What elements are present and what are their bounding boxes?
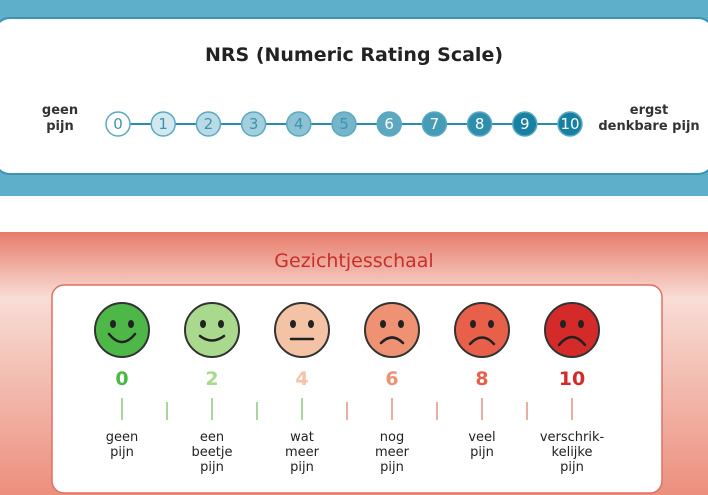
face	[454, 302, 510, 358]
nrs-number: 0	[113, 115, 123, 133]
nrs-number: 9	[520, 115, 530, 133]
face-label: beetje	[191, 445, 233, 460]
face-label: kelijke	[551, 445, 593, 460]
mouth	[468, 336, 496, 346]
eye	[470, 320, 476, 328]
nrs-circle	[105, 111, 131, 137]
face-label: pijn	[200, 460, 224, 475]
face-label: nog	[379, 430, 405, 445]
face-label: pijn	[110, 445, 134, 460]
eye	[200, 320, 206, 328]
face-label: verschrik-	[539, 430, 605, 445]
face-circle	[184, 302, 240, 358]
eye	[560, 320, 566, 328]
mouth	[198, 334, 226, 342]
nrs-circle	[376, 111, 402, 137]
nrs-circle	[240, 111, 267, 137]
face	[274, 302, 330, 358]
nrs-circle	[557, 111, 583, 137]
face-label: meer	[374, 445, 409, 460]
nrs-title: NRS (Numeric Rating Scale)	[204, 44, 504, 66]
nrs-right-label: ergst	[629, 103, 669, 118]
face-number: 6	[385, 368, 399, 390]
eye	[128, 320, 134, 328]
face-circle	[544, 302, 600, 358]
face	[184, 302, 240, 358]
mouth	[107, 332, 137, 344]
face-circle	[364, 302, 420, 358]
face-label: pijn	[470, 445, 494, 460]
face-label: wat	[290, 430, 314, 445]
face-circle	[94, 302, 150, 358]
eye	[218, 320, 224, 328]
face-label: veel	[468, 430, 496, 445]
nrs-number: 4	[294, 115, 304, 133]
face-number: 10	[558, 368, 586, 390]
face-label: meer	[284, 445, 319, 460]
face-number: 2	[205, 368, 219, 390]
nrs-circle	[421, 111, 448, 137]
faces-title: Gezichtjesschaal	[274, 250, 434, 272]
face-label: pijn	[560, 460, 584, 475]
face-label: pijn	[380, 460, 404, 475]
nrs-left-label: geen	[41, 103, 79, 118]
face-label: een	[199, 430, 225, 445]
face-label: geen	[105, 430, 139, 445]
nrs-box	[0, 17, 708, 175]
face	[94, 302, 150, 358]
nrs-number: 10	[560, 115, 579, 133]
face	[364, 302, 420, 358]
nrs-number: 5	[339, 115, 349, 133]
mouth	[557, 335, 587, 347]
face-number: 8	[475, 368, 489, 390]
nrs-circle	[195, 111, 222, 137]
eye	[578, 320, 584, 328]
nrs-circle	[331, 111, 357, 137]
nrs-circle	[150, 111, 176, 137]
eye	[398, 320, 404, 328]
eye	[110, 320, 116, 328]
face-number: 4	[295, 368, 309, 390]
nrs-left-label: pijn	[46, 119, 74, 134]
eye	[380, 320, 386, 328]
nrs-number: 1	[158, 115, 168, 133]
nrs-circle	[466, 111, 493, 137]
shapes: 0 1 2 3 4 5 6 7 8 9 10	[94, 111, 600, 421]
face-label: pijn	[290, 460, 314, 475]
face-number: 0	[115, 368, 129, 390]
nrs-circle	[286, 111, 312, 137]
nrs-number: 2	[204, 115, 214, 133]
eye	[488, 320, 494, 328]
nrs-number: 6	[384, 115, 394, 133]
nrs-right-label: denkbare pijn	[598, 119, 700, 134]
nrs-number: 3	[249, 115, 259, 133]
mouth	[379, 336, 405, 345]
face-circle	[454, 302, 510, 358]
nrs-number: 7	[430, 115, 440, 133]
eye	[308, 320, 314, 328]
eye	[290, 320, 296, 328]
nrs-number: 8	[475, 115, 485, 133]
face-circle	[274, 302, 330, 358]
face	[544, 302, 600, 358]
nrs-circle	[512, 111, 538, 137]
